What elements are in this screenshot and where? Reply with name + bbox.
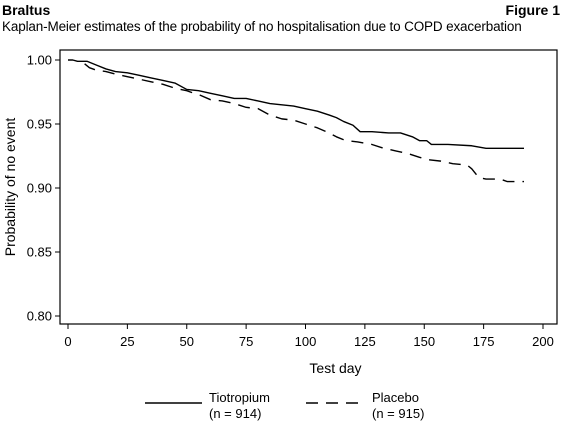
legend-swatches <box>145 402 364 404</box>
x-tick-label: 200 <box>532 334 554 349</box>
series-line-placebo <box>84 63 524 183</box>
legend-label-placebo: Placebo <box>372 390 419 405</box>
figure-number: Figure 1 <box>505 2 560 18</box>
y-tick-label: 0.95 <box>27 117 52 132</box>
x-tick-label: 125 <box>354 334 376 349</box>
x-tick-label: 75 <box>239 334 253 349</box>
x-axis-title: Test day <box>309 360 361 376</box>
brand-label: Braltus <box>2 2 51 18</box>
y-tick-label: 0.80 <box>27 309 52 324</box>
x-tick-label: 25 <box>120 334 134 349</box>
y-axis-title: Probability of no event <box>2 118 18 257</box>
y-tick-label: 0.90 <box>27 181 52 196</box>
x-tick-label: 100 <box>295 334 317 349</box>
legend-n-placebo: (n = 915) <box>372 406 425 421</box>
x-tick-label: 175 <box>473 334 495 349</box>
chart-title: Kaplan-Meier estimates of the probabilit… <box>2 19 522 34</box>
y-tick-label: 1.00 <box>27 53 52 68</box>
legend-n-tiotropium: (n = 914) <box>209 406 262 421</box>
plot-frame <box>59 49 558 325</box>
figure-header: Braltus Figure 1 <box>2 2 560 18</box>
legend-label-tiotropium: Tiotropium <box>209 390 270 405</box>
chart-legend: Tiotropium (n = 914) Placebo (n = 915) <box>0 388 562 428</box>
x-tick-label: 150 <box>413 334 435 349</box>
y-tick-label: 0.85 <box>27 245 52 260</box>
series-line-tiotropium <box>68 59 524 150</box>
x-tick-label: 0 <box>64 334 71 349</box>
x-tick-label: 50 <box>180 334 194 349</box>
